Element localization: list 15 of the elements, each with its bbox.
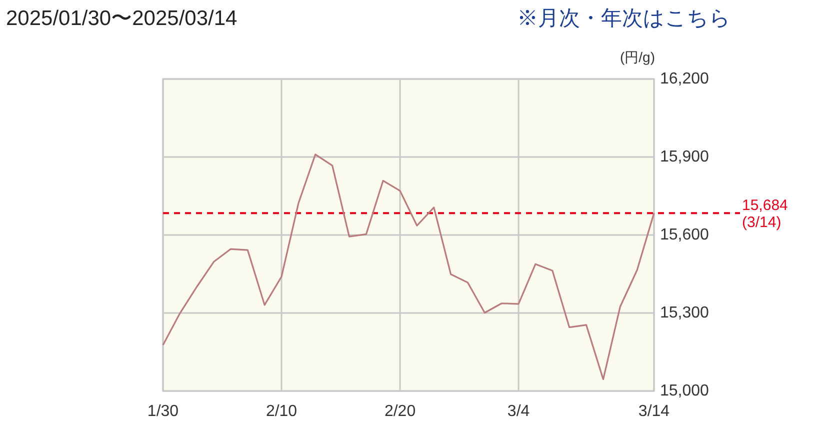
y-tick-label: 15,600: [660, 226, 710, 244]
y-axis-title: (円/g): [620, 49, 655, 65]
x-tick-label: 3/4: [507, 403, 530, 420]
y-tick-label: 15,000: [660, 382, 710, 400]
y-tick-label: 16,200: [660, 70, 710, 88]
x-tick-label: 2/10: [266, 403, 298, 420]
x-tick-label: 2/20: [384, 403, 416, 420]
text: ※月次・年次はこちら: [517, 7, 731, 30]
line-series: [162, 154, 655, 380]
ref-line-label: 15,684 (3/14): [742, 197, 788, 232]
x-tick-label: 1/30: [147, 403, 179, 420]
x-tick-label: 3/14: [638, 403, 670, 420]
chart-title: 2025/01/30〜2025/03/14: [6, 7, 238, 30]
y-tick-label: 15,900: [660, 148, 710, 166]
y-tick-label: 15,300: [660, 304, 710, 322]
